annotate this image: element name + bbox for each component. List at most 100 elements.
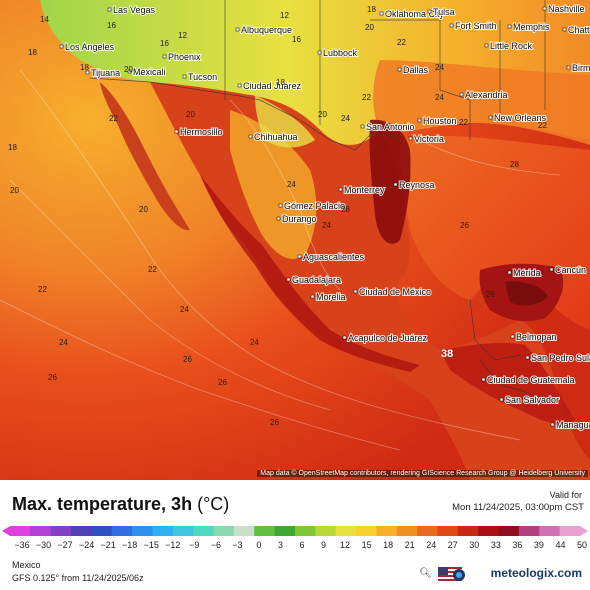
city-label: Tulsa [433, 7, 455, 17]
city-marker [481, 377, 486, 382]
temperature-value-label: 24 [287, 180, 296, 189]
city-label: Nashville [548, 4, 585, 14]
color-scale-swatch [437, 526, 459, 536]
temperature-value-label: 26 [486, 290, 495, 299]
temperature-value-label: 24 [435, 93, 444, 102]
city-marker [549, 267, 554, 272]
temperature-value-label: 24 [341, 114, 350, 123]
city-label: Phoenix [168, 52, 201, 62]
city-label: Tijuana [91, 68, 120, 78]
city-label: Victoria [414, 134, 444, 144]
color-scale-swatch [518, 526, 540, 536]
city-label: Hermosillo [180, 127, 223, 137]
scale-tick-label: −27 [57, 540, 73, 550]
temperature-value-label: 22 [459, 118, 468, 127]
scale-tick-label: 50 [576, 540, 588, 550]
color-scale-swatch [498, 526, 520, 536]
city-label: New Orleans [494, 113, 547, 123]
temperature-value-label: 22 [109, 114, 118, 123]
color-scale-swatch [559, 526, 581, 536]
city-marker [484, 43, 489, 48]
map-attribution: Map data © OpenStreetMap contributors, r… [257, 470, 588, 477]
scale-tick-label: 6 [299, 540, 305, 550]
city-label: Tucson [188, 72, 217, 82]
city-marker [342, 335, 347, 340]
temperature-value-label: 20 [365, 23, 374, 32]
model-run-label: GFS 0.125° from 11/24/2025/06z [12, 573, 144, 583]
hot-zone-tamaulipas [369, 119, 411, 244]
city-marker [286, 277, 291, 282]
city-marker [525, 355, 530, 360]
valid-time: Mon 11/24/2025, 03:00pm CST [452, 502, 584, 513]
scale-tick-label: 9 [321, 540, 327, 550]
city-marker [59, 44, 64, 49]
scale-tick-label: 33 [490, 540, 501, 550]
city-label: Dallas [403, 65, 429, 75]
city-label: Mérida [513, 268, 541, 278]
city-label: Little Rock [490, 41, 533, 51]
city-label: Ciudad Juárez [243, 81, 302, 91]
city-label: Alexandria [465, 90, 508, 100]
city-marker [397, 67, 402, 72]
color-scale-swatch [233, 526, 255, 536]
city-marker [317, 50, 322, 55]
temperature-value-label: 18 [367, 5, 376, 14]
color-scale-swatch [50, 526, 72, 536]
temperature-value-label: 14 [40, 15, 49, 24]
brand-link[interactable]: meteologix.com [490, 566, 582, 580]
city-label: Chihuahua [254, 132, 298, 142]
city-marker [507, 270, 512, 275]
temperature-value-label: 16 [107, 21, 116, 30]
color-scale-swatch [111, 526, 133, 536]
color-scale-swatch [172, 526, 194, 536]
city-label: Durango [282, 214, 317, 224]
city-label: Houston [423, 116, 457, 126]
city-marker [449, 23, 454, 28]
city-marker [542, 6, 547, 11]
city-label: San Pedro Sula [531, 353, 590, 363]
city-marker [427, 9, 432, 14]
scale-tick-label: 44 [555, 540, 566, 550]
city-marker [499, 397, 504, 402]
temperature-value-label: 22 [397, 38, 406, 47]
map-title: Max. temperature, 3h (°C) [12, 494, 229, 515]
zoom-search-icon[interactable]: 🔍︎ [419, 568, 432, 579]
temperature-value-label: 24 [59, 338, 68, 347]
scale-tick-label: −21 [100, 540, 116, 550]
temperature-value-label: 26 [218, 378, 227, 387]
city-label: Ciudad de Guatemala [487, 375, 575, 385]
color-scale-swatch [417, 526, 438, 536]
city-label: Managua [556, 420, 590, 430]
temperature-value-label: 28 [341, 205, 350, 214]
scale-tick-label: −15 [143, 540, 159, 550]
city-marker [393, 182, 398, 187]
temperature-map[interactable]: Las Vegas Los Angeles Phoenix Tijuana Mexica… [0, 0, 590, 480]
scale-tick-label: 15 [361, 540, 372, 550]
temperature-value-label: 18 [28, 48, 37, 57]
city-marker [237, 83, 242, 88]
city-label: Monterrey [344, 185, 385, 195]
temperature-value-label: 20 [186, 110, 195, 119]
color-scale-swatch [478, 526, 500, 536]
city-marker [174, 129, 179, 134]
scale-tick-label: −6 [210, 540, 221, 550]
color-scale-ticks: −36 −30 −27 −24 −21 −18 −15 −12 −9 −6 −3 0 3 6 9 12 15 18… [0, 540, 590, 552]
temperature-value-label: 20 [124, 65, 133, 74]
city-label: San Salvador [505, 395, 559, 405]
color-scale-swatch [356, 526, 377, 536]
scale-tick-label: −30 [35, 540, 52, 550]
scale-tick-label: 0 [256, 540, 262, 550]
city-label: San Antonio [366, 122, 415, 132]
temperature-value-label: 20 [318, 110, 327, 119]
city-label: Reynosa [399, 180, 435, 190]
scale-tick-label: 39 [533, 540, 544, 550]
city-label: Chatt [568, 25, 590, 35]
city-marker [379, 11, 384, 16]
city-marker [338, 187, 343, 192]
city-marker [510, 334, 515, 339]
scale-tick-label: −9 [189, 540, 200, 550]
temperature-value-label: 12 [178, 31, 187, 40]
city-marker [248, 134, 253, 139]
scale-tick-label: −3 [232, 540, 243, 550]
city-marker [360, 124, 365, 129]
